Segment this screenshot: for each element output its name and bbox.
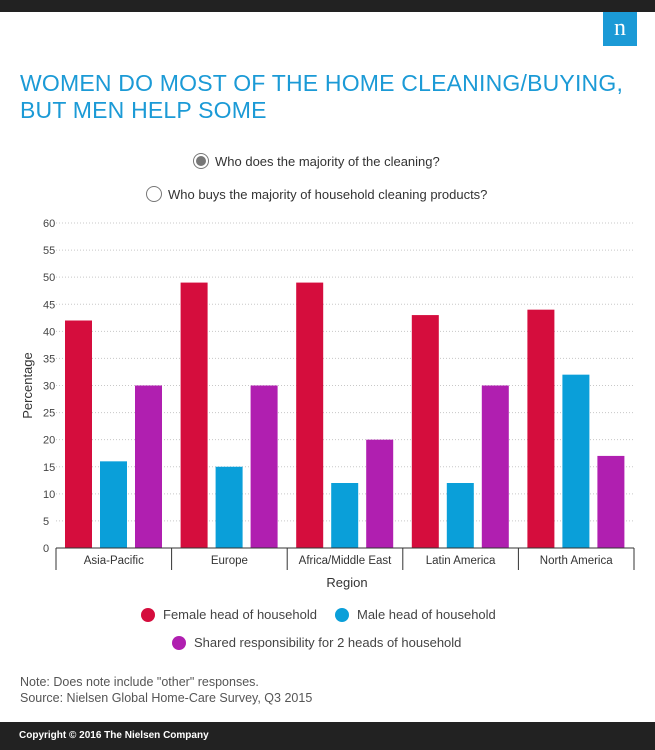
y-tick-label: 15 (43, 462, 55, 474)
top-bar (0, 0, 655, 12)
bar (296, 282, 324, 548)
y-tick-label: 5 (43, 516, 49, 528)
radio-unselected-icon[interactable] (146, 186, 162, 202)
legend-male-label: Male head of household (357, 607, 496, 622)
x-axis-title: Region (326, 575, 367, 590)
bar (215, 466, 243, 548)
toggle-cleaning-option[interactable]: Who does the majority of the cleaning? (193, 153, 440, 169)
legend-item-female[interactable]: Female head of household (141, 607, 317, 622)
bar (562, 374, 590, 548)
bar (100, 461, 127, 548)
y-tick-label: 30 (43, 381, 55, 393)
bar (250, 385, 278, 548)
toggle-buying-label: Who buys the majority of household clean… (168, 186, 488, 202)
y-tick-label: 50 (43, 272, 55, 284)
y-tick-label: 0 (43, 543, 49, 555)
toggle-cleaning-label: Who does the majority of the cleaning? (215, 153, 440, 169)
source-text: Source: Nielsen Global Home-Care Survey,… (20, 691, 313, 705)
bar (597, 455, 625, 548)
y-tick-label: 55 (43, 245, 55, 257)
bar (65, 320, 92, 548)
legend-shared-dot-icon (172, 635, 186, 650)
x-tick-label: Asia-Pacific (84, 555, 144, 567)
note-text: Note: Does note include "other" response… (20, 675, 259, 689)
legend-female-label: Female head of household (163, 607, 317, 622)
y-tick-label: 60 (43, 218, 55, 230)
legend-shared-label: Shared responsibility for 2 heads of hou… (194, 635, 462, 650)
y-tick-label: 10 (43, 489, 55, 501)
y-tick-label: 45 (43, 299, 55, 311)
x-tick-label: Latin America (426, 555, 496, 567)
x-tick-label: Europe (211, 555, 248, 567)
y-axis-title: Percentage (20, 352, 35, 419)
y-tick-label: 25 (43, 408, 55, 420)
y-tick-label: 40 (43, 326, 55, 338)
footnote: Note: Does note include "other" response… (20, 674, 312, 706)
bar-chart: 0 5 10 15 20 25 30 35 40 45 50 55 60 Asia-Pacific Euro… (20, 218, 635, 590)
bar (481, 385, 509, 548)
x-tick-label: North America (540, 555, 613, 567)
bar (527, 309, 555, 548)
legend-female-dot-icon (141, 607, 155, 622)
bar (411, 315, 439, 548)
bar (366, 439, 394, 548)
y-tick-label: 35 (43, 353, 55, 365)
bar (331, 483, 359, 548)
radio-selected-icon[interactable] (193, 153, 209, 169)
legend-item-shared[interactable]: Shared responsibility for 2 heads of hou… (172, 635, 461, 650)
nielsen-logo: n (603, 12, 637, 46)
legend-male-dot-icon (335, 607, 349, 622)
bar (446, 483, 474, 548)
x-tick-label: Africa/Middle East (299, 555, 392, 567)
copyright-footer: Copyright © 2016 The Nielsen Company (0, 722, 655, 750)
bar (180, 282, 208, 548)
bar (135, 385, 162, 548)
y-tick-label: 20 (43, 435, 55, 447)
toggle-buying-option[interactable]: Who buys the majority of household clean… (146, 186, 487, 202)
legend-item-male[interactable]: Male head of household (335, 607, 496, 622)
chart-title: WOMEN DO MOST OF THE HOME CLEANING/BUYIN… (20, 70, 624, 123)
